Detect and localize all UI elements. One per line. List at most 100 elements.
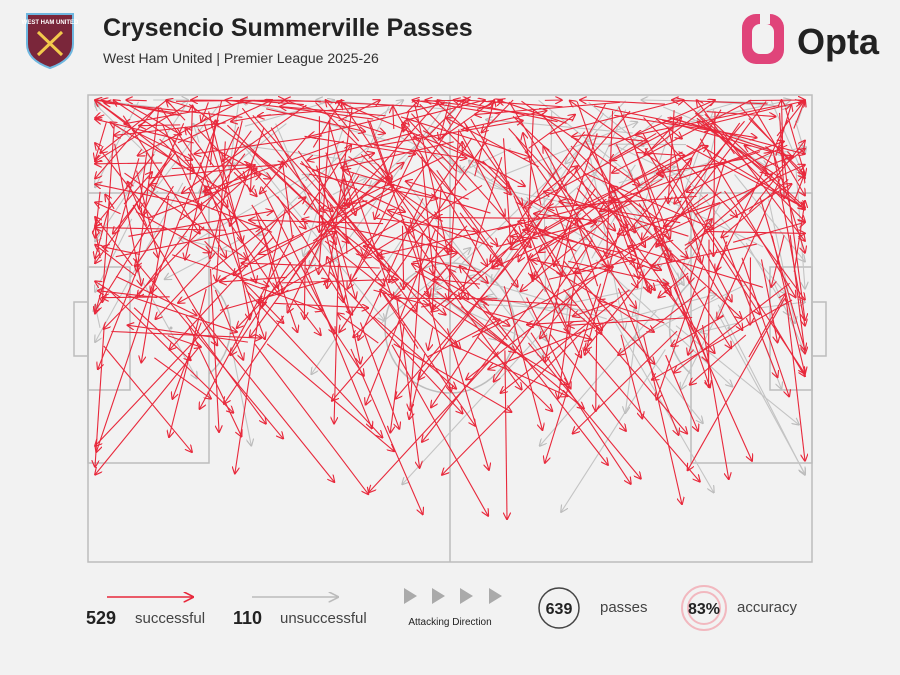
pass-arrow — [364, 246, 481, 273]
pass-arrow — [449, 269, 508, 341]
pass-arrow — [188, 187, 226, 258]
pass-arrow — [378, 223, 518, 255]
pass-arrow — [154, 357, 211, 399]
pass-arrow — [739, 106, 805, 178]
pass-arrow — [141, 195, 170, 363]
pass-arrow — [211, 197, 306, 270]
pass-arrow — [102, 124, 115, 302]
pass-arrow — [304, 135, 416, 154]
pass-arrow — [95, 304, 230, 446]
pass-arrow — [246, 290, 383, 438]
pass-arrow — [482, 304, 608, 465]
pass-arrow — [312, 100, 341, 148]
pass-arrow — [250, 187, 358, 337]
pass-arrow — [460, 266, 480, 290]
pass-arrow — [169, 236, 275, 350]
pass-arrow — [543, 146, 574, 205]
pass-arrow — [524, 127, 674, 208]
pass-arrows — [95, 100, 805, 519]
pass-arrow — [347, 137, 422, 289]
pass-arrow — [131, 129, 192, 160]
pass-arrow — [95, 202, 121, 215]
pass-arrow — [199, 162, 265, 339]
pass-arrow — [250, 160, 252, 192]
pass-arrow — [95, 104, 186, 161]
pass-arrow — [109, 290, 233, 413]
pass-arrow — [665, 284, 696, 334]
pass-arrow — [706, 111, 776, 117]
pass-arrow — [280, 107, 386, 117]
pass-arrow — [331, 230, 360, 364]
pass-arrow — [431, 295, 524, 339]
pass-arrow — [448, 129, 460, 300]
pass-arrow — [380, 290, 419, 349]
pass-arrow — [151, 104, 220, 194]
pass-arrow — [96, 270, 158, 452]
pass-arrow — [675, 325, 799, 425]
pass-arrow — [688, 298, 786, 470]
pass-arrow — [508, 128, 655, 290]
pass-arrow — [460, 306, 584, 409]
pass-arrow — [657, 236, 710, 388]
pass-arrow — [147, 164, 285, 179]
pass-arrow — [103, 226, 205, 329]
pass-arrow — [528, 166, 578, 205]
pass-arrow — [698, 122, 785, 181]
pass-arrow — [337, 313, 379, 344]
pass-arrow — [492, 110, 631, 267]
pass-arrow — [270, 127, 336, 244]
pass-arrow — [789, 235, 805, 354]
pass-arrow — [185, 128, 215, 168]
pass-arrow — [612, 99, 752, 173]
pass-arrow — [450, 344, 568, 397]
pass-arrow — [636, 152, 685, 155]
pass-arrow — [95, 106, 158, 179]
direction-arrows — [404, 588, 502, 604]
pass-arrow — [292, 298, 321, 335]
pass-arrow — [490, 131, 586, 262]
pass-arrow — [488, 318, 614, 369]
pass-arrow — [389, 139, 488, 282]
pass-arrow — [327, 193, 460, 349]
pass-arrow — [656, 101, 767, 246]
pass-arrow — [161, 123, 201, 209]
pass-arrow — [297, 150, 416, 312]
pass-arrow — [600, 143, 705, 211]
pass-arrow — [405, 100, 419, 114]
pass-arrow — [374, 121, 523, 147]
pass-arrow — [358, 198, 424, 340]
pass-arrow — [375, 120, 406, 219]
pass-arrow — [262, 209, 286, 307]
pass-arrow — [643, 117, 738, 218]
pass-arrow — [527, 321, 586, 325]
pass-arrow — [699, 138, 795, 298]
pass-arrow — [610, 151, 761, 202]
pass-arrow — [258, 186, 403, 254]
pass-arrow — [563, 289, 688, 434]
pass-arrow — [102, 247, 140, 256]
pass-arrow — [736, 149, 805, 203]
pass-arrow — [446, 328, 489, 470]
pass-arrow — [423, 100, 463, 141]
pass-arrow — [139, 125, 181, 126]
pass-arrow — [230, 261, 292, 355]
pass-arrow — [633, 218, 742, 319]
pass-arrow — [205, 130, 252, 195]
pass-arrow — [628, 246, 764, 288]
pass-arrow — [360, 153, 488, 283]
pass-arrow — [319, 116, 331, 274]
pass-arrow — [421, 156, 433, 274]
pass-arrow — [211, 168, 257, 211]
pass-arrow — [346, 101, 439, 205]
pass-arrow — [635, 104, 780, 134]
pass-arrow — [555, 207, 602, 331]
pass-arrow — [549, 333, 626, 431]
pass-arrow — [748, 294, 785, 358]
pass-arrow — [204, 240, 284, 323]
pass-arrow — [428, 327, 434, 350]
pass-arrow — [667, 126, 702, 263]
pass-arrow — [95, 184, 202, 207]
pass-arrow — [115, 275, 197, 315]
pass-arrow — [128, 211, 272, 237]
